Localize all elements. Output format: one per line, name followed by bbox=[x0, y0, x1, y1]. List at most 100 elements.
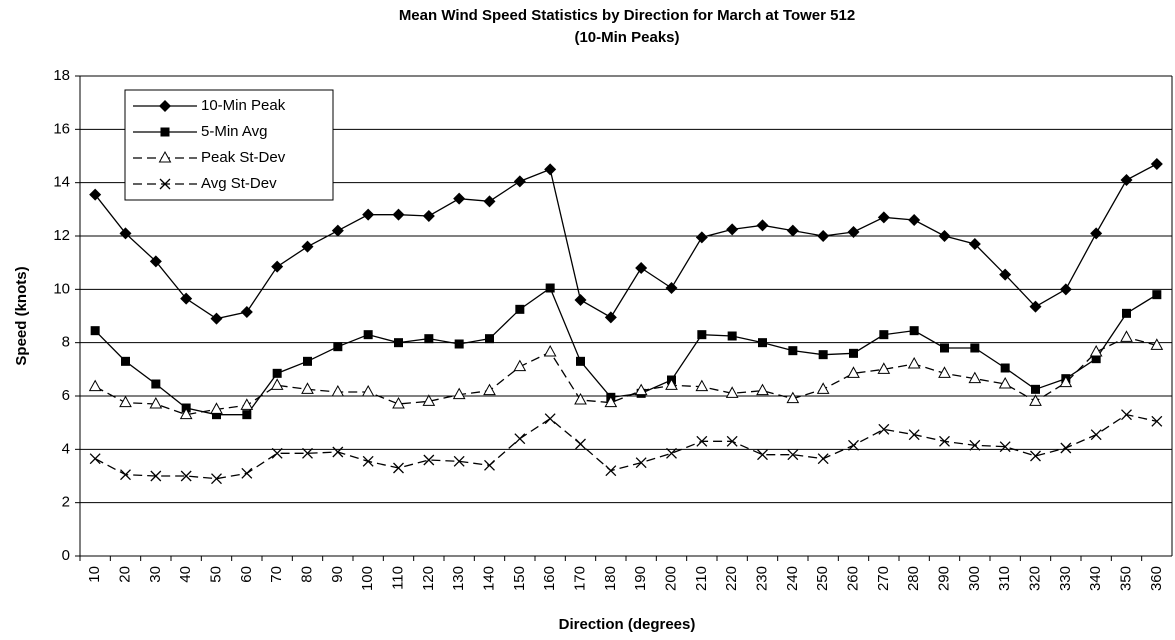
marker bbox=[543, 344, 557, 357]
y-tick-label: 4 bbox=[62, 440, 70, 457]
marker bbox=[90, 326, 100, 336]
x-tick-label: 160 bbox=[541, 566, 558, 591]
marker bbox=[179, 407, 193, 420]
x-tick-label: 330 bbox=[1057, 566, 1074, 591]
marker bbox=[1029, 394, 1042, 406]
marker bbox=[908, 429, 920, 441]
marker bbox=[151, 379, 161, 389]
marker bbox=[666, 447, 677, 459]
marker bbox=[938, 230, 951, 242]
x-tick-label: 340 bbox=[1087, 566, 1104, 591]
marker bbox=[240, 398, 254, 410]
marker bbox=[758, 338, 767, 348]
marker bbox=[970, 343, 980, 353]
marker bbox=[635, 262, 648, 274]
marker bbox=[454, 339, 464, 349]
y-tick-label: 14 bbox=[53, 174, 70, 191]
x-axis-label: Direction (degrees) bbox=[559, 616, 696, 633]
marker bbox=[1030, 450, 1041, 462]
marker bbox=[877, 362, 891, 374]
marker bbox=[726, 435, 738, 447]
marker bbox=[907, 356, 921, 369]
marker bbox=[1150, 338, 1164, 350]
marker bbox=[787, 449, 799, 461]
marker bbox=[88, 379, 102, 392]
marker bbox=[605, 465, 617, 477]
marker bbox=[159, 100, 171, 112]
x-tick-label: 200 bbox=[662, 566, 679, 591]
marker bbox=[89, 453, 101, 465]
legend-label: 5-Min Avg bbox=[201, 123, 267, 140]
x-tick-label: 30 bbox=[147, 566, 164, 583]
marker bbox=[544, 413, 556, 425]
x-tick-label: 260 bbox=[844, 566, 861, 591]
x-tick-label: 80 bbox=[298, 566, 315, 583]
marker bbox=[817, 453, 829, 465]
marker bbox=[878, 423, 890, 435]
marker bbox=[788, 346, 798, 356]
marker bbox=[847, 226, 860, 238]
chart-title: Mean Wind Speed Statistics by Direction … bbox=[399, 7, 855, 24]
marker bbox=[999, 268, 1012, 281]
marker bbox=[89, 188, 102, 201]
marker bbox=[394, 338, 403, 348]
series-line bbox=[94, 287, 1158, 416]
marker bbox=[786, 224, 799, 237]
marker bbox=[361, 384, 375, 397]
marker bbox=[848, 439, 859, 451]
marker bbox=[333, 342, 343, 352]
marker bbox=[849, 348, 858, 358]
marker bbox=[149, 396, 163, 409]
marker bbox=[938, 366, 951, 378]
marker bbox=[331, 224, 344, 237]
marker bbox=[180, 292, 193, 305]
x-tick-label: 40 bbox=[177, 566, 194, 583]
marker bbox=[393, 462, 404, 474]
marker bbox=[272, 368, 282, 378]
marker bbox=[847, 366, 860, 378]
marker bbox=[818, 350, 828, 360]
marker bbox=[939, 435, 950, 447]
marker bbox=[816, 382, 830, 394]
x-tick-label: 10 bbox=[86, 566, 103, 583]
marker bbox=[908, 214, 921, 226]
marker bbox=[241, 467, 253, 479]
marker bbox=[210, 402, 223, 414]
marker bbox=[1029, 300, 1042, 313]
marker bbox=[1150, 158, 1163, 170]
marker bbox=[159, 178, 171, 190]
marker bbox=[240, 306, 253, 318]
x-tick-label: 170 bbox=[571, 566, 588, 591]
marker bbox=[332, 446, 344, 458]
y-tick-label: 10 bbox=[53, 280, 70, 297]
marker bbox=[604, 311, 617, 324]
marker bbox=[392, 208, 405, 221]
marker bbox=[697, 330, 707, 340]
marker bbox=[210, 312, 223, 325]
marker bbox=[968, 371, 982, 384]
marker bbox=[604, 395, 618, 408]
marker bbox=[665, 378, 678, 390]
marker bbox=[483, 383, 496, 396]
x-tick-label: 210 bbox=[693, 566, 710, 591]
marker bbox=[969, 439, 981, 451]
marker bbox=[362, 455, 374, 467]
marker bbox=[998, 376, 1012, 389]
marker bbox=[696, 435, 708, 447]
marker bbox=[515, 304, 525, 314]
x-tick-label: 110 bbox=[389, 566, 406, 590]
x-tick-label: 220 bbox=[723, 566, 740, 591]
x-tick-label: 360 bbox=[1148, 566, 1165, 591]
marker bbox=[545, 283, 555, 293]
marker bbox=[1059, 283, 1072, 296]
marker bbox=[575, 438, 586, 450]
marker bbox=[121, 356, 130, 366]
marker bbox=[424, 334, 434, 344]
marker bbox=[1120, 174, 1133, 186]
marker bbox=[877, 211, 890, 224]
marker bbox=[1120, 330, 1133, 342]
x-tick-label: 20 bbox=[116, 566, 133, 583]
marker bbox=[695, 379, 709, 392]
marker bbox=[1089, 344, 1103, 357]
